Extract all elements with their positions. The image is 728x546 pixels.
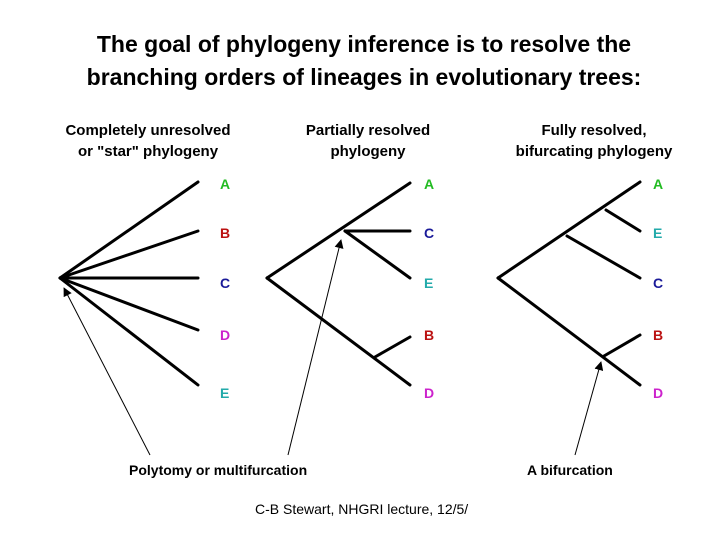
- partial-leaf-a: A: [424, 176, 434, 192]
- full-tree-heading-line2: bifurcating phylogeny: [515, 143, 673, 160]
- full-tree-heading-line1: Fully resolved,: [541, 122, 647, 139]
- slide-title-line1: The goal of phylogeny inference is to re…: [96, 31, 632, 57]
- star-tree-heading-line1: Completely unresolved: [65, 122, 231, 139]
- partial-branch-e: [343, 229, 412, 280]
- full-branch-b: [602, 333, 642, 358]
- partial-branch-d: [265, 276, 412, 387]
- partial-tree-heading: Partially resolved phylogeny: [268, 120, 468, 162]
- star-tree-heading: Completely unresolved or "star" phylogen…: [48, 120, 248, 162]
- partial-tree-leaves: A C E B D: [424, 176, 434, 401]
- annotation-arrows: [63, 239, 604, 456]
- partial-leaf-d: D: [424, 385, 434, 401]
- full-leaf-e: E: [653, 225, 662, 241]
- full-branch-c: [565, 234, 642, 280]
- full-tree-leaves: A E C B D: [653, 176, 663, 401]
- star-tree: [58, 180, 200, 387]
- bifurcation-label: A bifurcation: [527, 462, 613, 478]
- partial-leaf-e: E: [424, 275, 433, 291]
- star-tree-leaves: A B C D E: [220, 176, 230, 401]
- full-leaf-a: A: [653, 176, 663, 192]
- polytomy-label: Polytomy or multifurcation: [129, 462, 307, 478]
- partial-leaf-c: C: [424, 225, 434, 241]
- partial-tree-heading-line1: Partially resolved: [305, 122, 431, 139]
- partial-polytomy-arrow: [287, 239, 344, 456]
- star-leaf-c: C: [220, 275, 230, 291]
- full-tree: [496, 180, 642, 387]
- star-leaf-d: D: [220, 327, 230, 343]
- full-leaf-c: C: [653, 275, 663, 291]
- full-tree-heading: Fully resolved, bifurcating phylogeny: [494, 120, 694, 162]
- star-leaf-a: A: [220, 176, 230, 192]
- star-branch-b: [58, 229, 200, 280]
- full-branch-d: [496, 276, 642, 387]
- footer-credit: C-B Stewart, NHGRI lecture, 12/5/: [255, 501, 469, 517]
- slide-title: The goal of phylogeny inference is to re…: [0, 28, 728, 94]
- partial-branch-a: [265, 181, 412, 280]
- partial-branch-b: [373, 335, 412, 359]
- full-leaf-b: B: [653, 327, 663, 343]
- star-branch-a: [58, 180, 200, 280]
- star-branch-e: [58, 276, 200, 387]
- star-leaf-b: B: [220, 225, 230, 241]
- full-branch-a: [496, 180, 642, 280]
- polytomy-arrow: [63, 287, 151, 456]
- star-branch-d: [58, 276, 200, 332]
- star-leaf-e: E: [220, 385, 229, 401]
- partial-tree-heading-line2: phylogeny: [330, 143, 406, 160]
- full-leaf-d: D: [653, 385, 663, 401]
- slide-title-line2: branching orders of lineages in evolutio…: [86, 64, 642, 90]
- bifurcation-arrow: [574, 361, 604, 456]
- partial-tree: [265, 181, 412, 387]
- partial-leaf-b: B: [424, 327, 434, 343]
- full-branch-e: [604, 208, 642, 233]
- star-tree-heading-line2: or "star" phylogeny: [77, 143, 219, 160]
